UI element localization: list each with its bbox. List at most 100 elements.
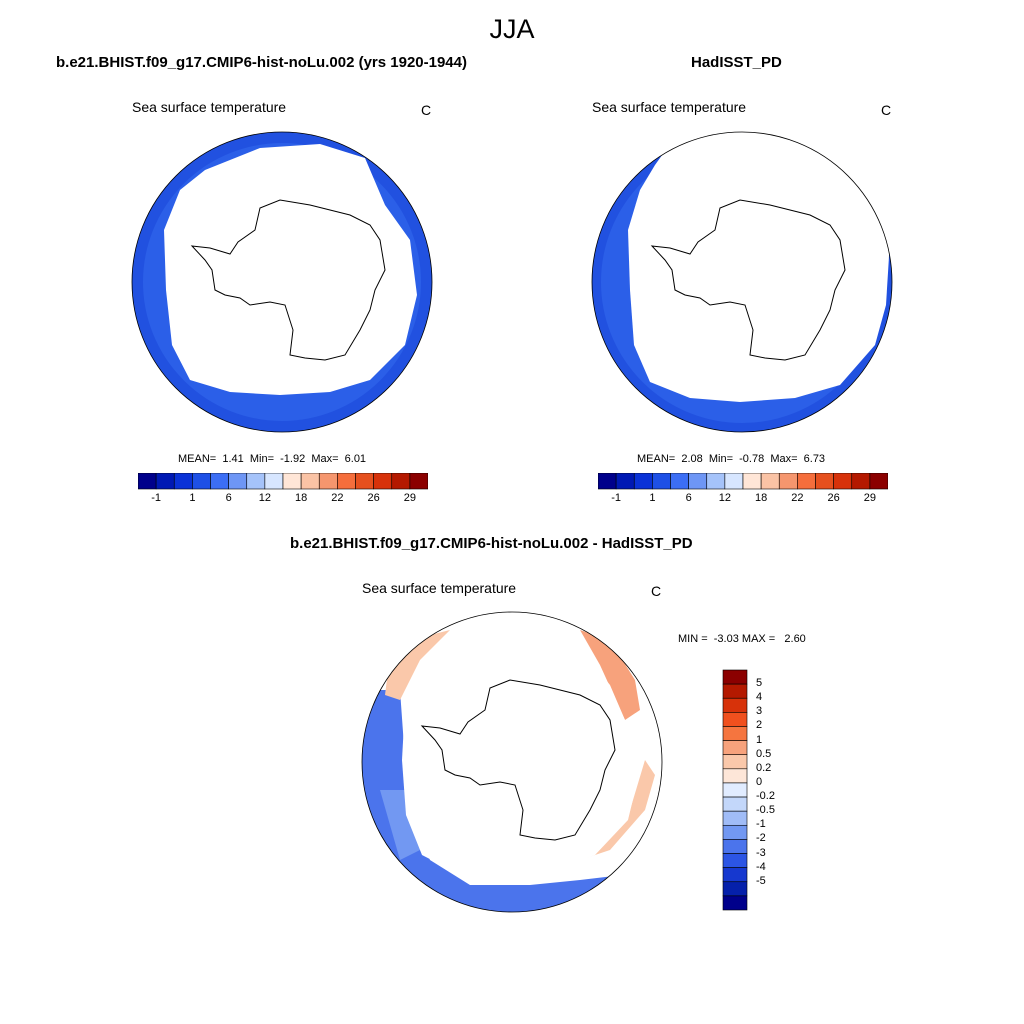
panel1-colorbar-swatch [210,473,229,490]
panel2-colorbar-swatch [760,473,780,490]
panel3-colorbar-tick-label: 0.2 [756,761,772,774]
panel3-colorbar-tick-label: -5 [756,874,766,887]
panel2-colorbar-swatch [598,473,617,490]
panel3-colorbar-tick-label: 1 [756,733,763,746]
panel2-colorbar-tick-label: 29 [863,492,876,504]
panel1-colorbar-swatch [318,473,338,490]
panel1-antarctica-coastline [190,199,386,361]
panel2-colorbar-swatch [615,473,635,490]
panel3-polar-map [361,611,663,913]
panel2-sea-ice-mask [628,132,890,402]
panel3-colorbar-tick-label: 2 [756,719,763,732]
panel2-min-value: -0.78 [739,453,765,465]
panel3-colorbar-swatch [722,810,748,826]
panel2-colorbar-swatch [851,473,871,490]
panel3-colorbar-tick-label: 0 [756,775,763,788]
panel1-colorbar-swatch [355,473,374,490]
panel3-warm-bias-west [385,630,450,700]
panel3-colorbar-tick-label: -0.2 [756,790,775,803]
panel3-colorbar-swatch [722,881,748,897]
panel3-colorbar-swatch [722,796,748,812]
panel3-colorbar-tick-label: 4 [756,691,763,704]
panel1-stats: MEAN= 1.41 Min= -1.92 Max= 6.01 [178,453,367,465]
panel2-colorbar-ticks: -1 1 6 12 18 22 26 29 [598,492,888,512]
panel1-colorbar-swatch [155,473,175,490]
panel1-colorbar-swatch [300,473,320,490]
panel2-colorbar-swatch [815,473,834,490]
panel1-sea-ice-mask [164,144,417,395]
panel3-colorbar-swatch [722,853,748,868]
panel2-colorbar-swatch [833,473,853,490]
panel3-colorbar-swatch [722,867,748,883]
panel3-colorbar-tick-label: 0.5 [756,747,772,760]
panel1-colorbar-swatch [138,473,157,490]
panel1-colorbar-swatch [246,473,266,490]
panel3-colorbar-tick-label: 5 [756,677,763,690]
panel2-colorbar-tick-label: 12 [718,492,731,504]
panel2-colorbar-swatch [797,473,816,490]
panel2-colorbar-tick-label: 22 [791,492,804,504]
panel2-mean-value: 2.08 [681,453,703,465]
panel1-title: b.e21.BHIST.f09_g17.CMIP6-hist-noLu.002 … [56,54,467,71]
panel1-colorbar-tick-label: -1 [151,492,162,504]
panel1-colorbar [138,473,428,490]
panel2-colorbar-swatch [706,473,726,490]
panel1-colorbar-tick-label: 6 [225,492,232,504]
panel2-colorbar-tick-label: 18 [755,492,768,504]
panel1-polar-map [131,131,433,433]
panel3-colorbar-swatch [722,824,748,840]
panel2-colorbar-swatch [724,473,744,490]
panel2-variable-label: Sea surface temperature [592,99,747,115]
panel3-colorbar-tick-label: -4 [756,860,766,873]
panel2-title: HadISST_PD [691,54,782,71]
panel3-colorbar-swatch [722,754,748,770]
panel3-colorbar-swatch [722,726,748,741]
panel3-colorbar-swatch [722,683,748,699]
panel3-colorbar-tick-label: -1 [756,818,766,831]
panel3-mild-cold-region [380,790,420,860]
panel1-min-value: -1.92 [280,453,306,465]
panel2-colorbar [598,473,888,490]
panel2-colorbar-swatch [633,473,653,490]
panel1-colorbar-tick-label: 29 [403,492,416,504]
panel2-max-value: 6.73 [803,453,826,465]
panel3-warm-bias-east [580,630,640,720]
panel3-sea-ice-mask [402,625,640,878]
panel2-units-label: C [881,102,892,118]
panel2-antarctica-coastline [650,199,846,361]
panel3-colorbar-tick-label: -3 [756,846,766,859]
panel3-colorbar-swatch [722,782,748,798]
panel3-variable-label: Sea surface temperature [362,580,517,596]
panel3-colorbar [722,669,748,911]
panel1-colorbar-swatch [264,473,284,490]
panel3-stats: MIN = -3.03 MAX = 2.60 [678,633,806,645]
panel2-stats: MEAN= 2.08 Min= -0.78 Max= 6.73 [637,453,826,465]
panel2-colorbar-swatch [742,473,762,490]
panel1-colorbar-swatch [391,473,411,490]
panel2-colorbar-tick-label: -1 [611,492,622,504]
panel2-colorbar-swatch [869,473,888,490]
panel1-mean-value: 1.41 [222,453,244,465]
panel3-units-label: C [651,583,662,599]
panel3-colorbar-swatch [722,712,748,727]
panel1-colorbar-swatch [228,473,248,490]
panel1-colorbar-swatch [192,473,211,490]
panel3-title: b.e21.BHIST.f09_g17.CMIP6-hist-noLu.002 … [290,535,693,552]
panel3-colorbar-swatch [722,740,748,756]
panel1-colorbar-swatch [173,473,193,490]
panel1-colorbar-swatch [409,473,428,490]
panel1-colorbar-tick-label: 18 [295,492,308,504]
panel2-colorbar-swatch [778,473,798,490]
panel2-polar-map [591,131,893,433]
panel3-colorbar-swatch [722,839,748,854]
panel1-colorbar-tick-label: 12 [258,492,271,504]
panel3-max-value: 2.60 [784,633,806,645]
panel1-colorbar-tick-label: 22 [331,492,344,504]
figure-title: JJA [489,14,535,44]
panel2-colorbar-tick-label: 1 [649,492,656,504]
panel3-min-value: -3.03 [713,633,739,645]
panel3-colorbar-tick-label: 3 [756,705,763,718]
panel1-variable-label: Sea surface temperature [132,99,287,115]
panel3-colorbar-tick-label: -0.5 [756,804,775,817]
panel1-colorbar-swatch [373,473,393,490]
